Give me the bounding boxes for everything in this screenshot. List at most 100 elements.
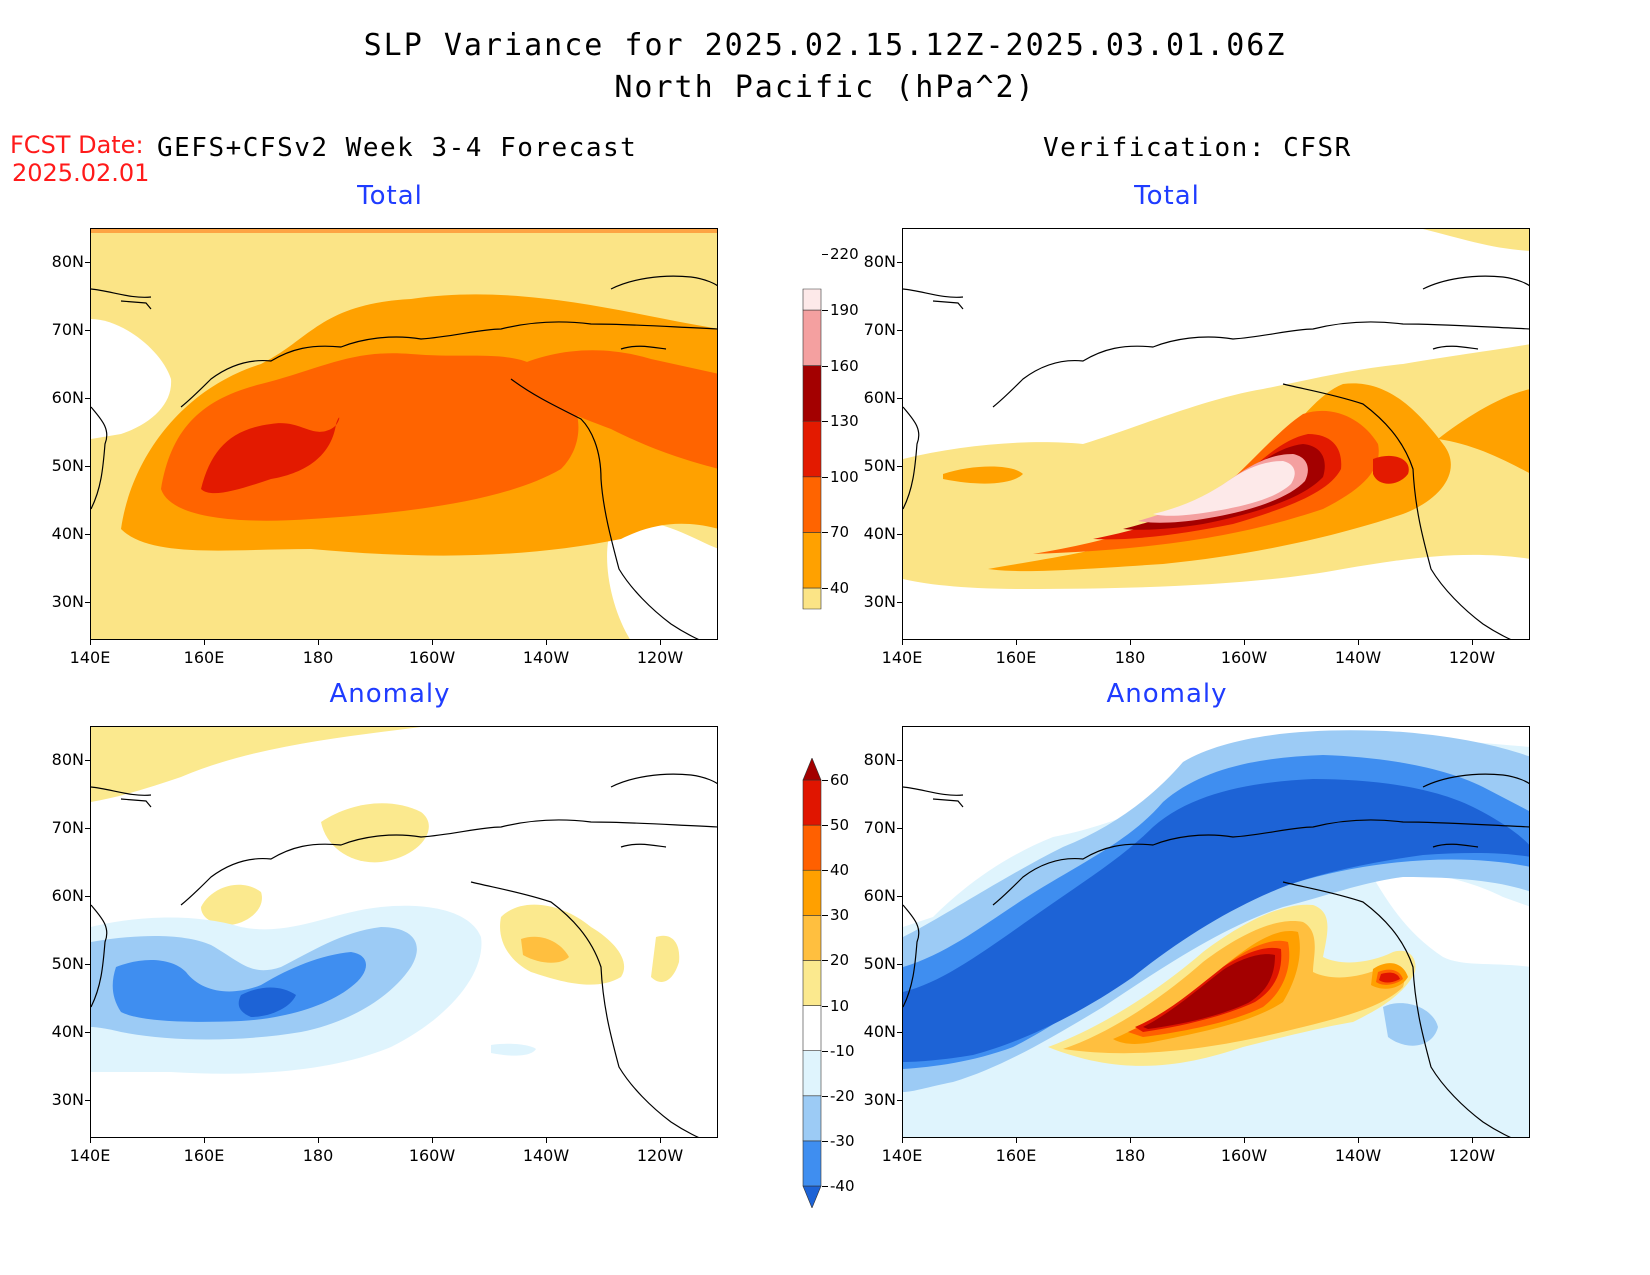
lon-tick: [1130, 1138, 1131, 1143]
lon-tick: [546, 640, 547, 645]
anomaly-colorbar-label: 60: [830, 771, 850, 789]
lat-tick: [897, 602, 902, 603]
fcst-date-value: 2025.02.01: [12, 159, 150, 187]
main-title: SLP Variance for 2025.02.15.12Z-2025.03.…: [363, 28, 1287, 63]
lon-label: 120W: [1448, 648, 1496, 667]
total-colorbar-label: 160: [830, 356, 859, 375]
lat-label: 80N: [51, 750, 84, 769]
lon-label: 160E: [995, 648, 1037, 667]
lon-label: 120W: [636, 648, 684, 667]
total-colorbar-swatch: [802, 476, 822, 533]
anomaly-colorbar-swatch: [802, 757, 822, 781]
lon-tick: [318, 640, 319, 645]
lat-label: 40N: [863, 1022, 896, 1041]
lat-label: 30N: [863, 592, 896, 611]
lon-label: 140E: [881, 648, 923, 667]
lon-label: 140E: [881, 1146, 923, 1165]
total-colorbar-label: 190: [830, 301, 859, 319]
anomaly-colorbar-label: 10: [830, 996, 850, 1015]
lon-label: 120W: [636, 1146, 684, 1165]
lat-label: 60N: [51, 886, 84, 905]
lat-label: 40N: [51, 524, 84, 543]
lon-tick: [204, 1138, 205, 1143]
lon-label: 160W: [1220, 648, 1268, 667]
lat-label: 60N: [863, 388, 896, 407]
lat-label: 70N: [863, 818, 896, 837]
field-20-30: [521, 936, 569, 963]
total-colorbar-label: 220: [830, 245, 859, 264]
lat-tick: [897, 398, 902, 399]
lat-tick: [85, 602, 90, 603]
lon-tick: [546, 1138, 547, 1143]
anomaly-colorbar-tick: [822, 1050, 828, 1052]
total-colorbar-tick: [822, 476, 828, 478]
anomaly-colorbar-tick: [822, 825, 828, 827]
lat-label: 70N: [51, 320, 84, 339]
lat-tick: [85, 964, 90, 965]
anomaly-colorbar-tick: [822, 780, 828, 781]
lon-tick: [1130, 640, 1131, 645]
panel-title-forecast-total: Total: [357, 181, 423, 211]
lon-label: 160W: [1220, 1146, 1268, 1165]
lat-tick: [897, 330, 902, 331]
lon-label: 180: [302, 648, 334, 667]
lon-tick: [1244, 1138, 1245, 1143]
anomaly-colorbar-swatch: [802, 869, 822, 916]
lon-label: 140W: [1334, 648, 1382, 667]
lat-label: 30N: [51, 592, 84, 611]
field-below-40: [91, 319, 172, 439]
panel-title-verification-anomaly: Anomaly: [1106, 679, 1228, 709]
lat-label: 50N: [51, 954, 84, 973]
fcst-date-label: FCST Date:: [10, 131, 144, 159]
lat-label: 80N: [863, 750, 896, 769]
lon-tick: [660, 640, 661, 645]
total-colorbar-tick: [822, 421, 828, 423]
lat-label: 80N: [51, 252, 84, 271]
lon-tick: [1472, 1138, 1473, 1143]
lat-label: 50N: [863, 456, 896, 475]
total-colorbar-tick: [822, 588, 828, 589]
map-forecast-anomaly: [90, 726, 718, 1138]
lon-label: 140W: [1334, 1146, 1382, 1165]
anomaly-colorbar-label: -40: [830, 1177, 855, 1195]
lon-tick: [90, 640, 91, 645]
field-neg30-neg40: [112, 952, 366, 1022]
lon-tick: [902, 640, 903, 645]
lat-label: 60N: [51, 388, 84, 407]
anomaly-colorbar-swatch: [802, 1050, 822, 1097]
anomaly-colorbar-tick: [822, 1095, 828, 1097]
lat-tick: [85, 466, 90, 467]
total-colorbar-label: 70: [830, 523, 850, 542]
verification-header: Verification: CFSR: [1043, 133, 1352, 163]
lon-tick: [1472, 640, 1473, 645]
coastline: [91, 275, 717, 639]
lat-tick: [85, 398, 90, 399]
anomaly-colorbar: [802, 757, 822, 1209]
anomaly-colorbar-label: -30: [830, 1131, 855, 1150]
lon-label: 140E: [69, 1146, 111, 1165]
anomaly-colorbar-swatch: [802, 1185, 822, 1209]
map-verification-anomaly: [902, 726, 1530, 1138]
lat-tick: [85, 262, 90, 263]
map-forecast-total: [90, 228, 718, 640]
total-colorbar-tick: [822, 310, 828, 311]
anomaly-colorbar-swatch: [802, 1005, 822, 1051]
lat-tick: [85, 330, 90, 331]
field-below-40: [607, 522, 717, 639]
total-colorbar-label: 100: [830, 467, 859, 486]
lon-tick: [1244, 640, 1245, 645]
lat-label: 50N: [51, 456, 84, 475]
lon-label: 140W: [522, 1146, 570, 1165]
lat-tick: [85, 896, 90, 897]
anomaly-colorbar-swatch: [802, 960, 822, 1006]
lon-tick: [204, 640, 205, 645]
lon-label: 160E: [995, 1146, 1037, 1165]
coastline: [903, 773, 1529, 1137]
total-colorbar-swatch: [802, 365, 822, 422]
total-colorbar-swatch: [802, 309, 822, 366]
lon-label: 160E: [183, 1146, 225, 1165]
lon-tick: [660, 1138, 661, 1143]
lat-tick: [85, 828, 90, 829]
total-colorbar-tick: [822, 365, 828, 367]
lat-tick: [897, 828, 902, 829]
